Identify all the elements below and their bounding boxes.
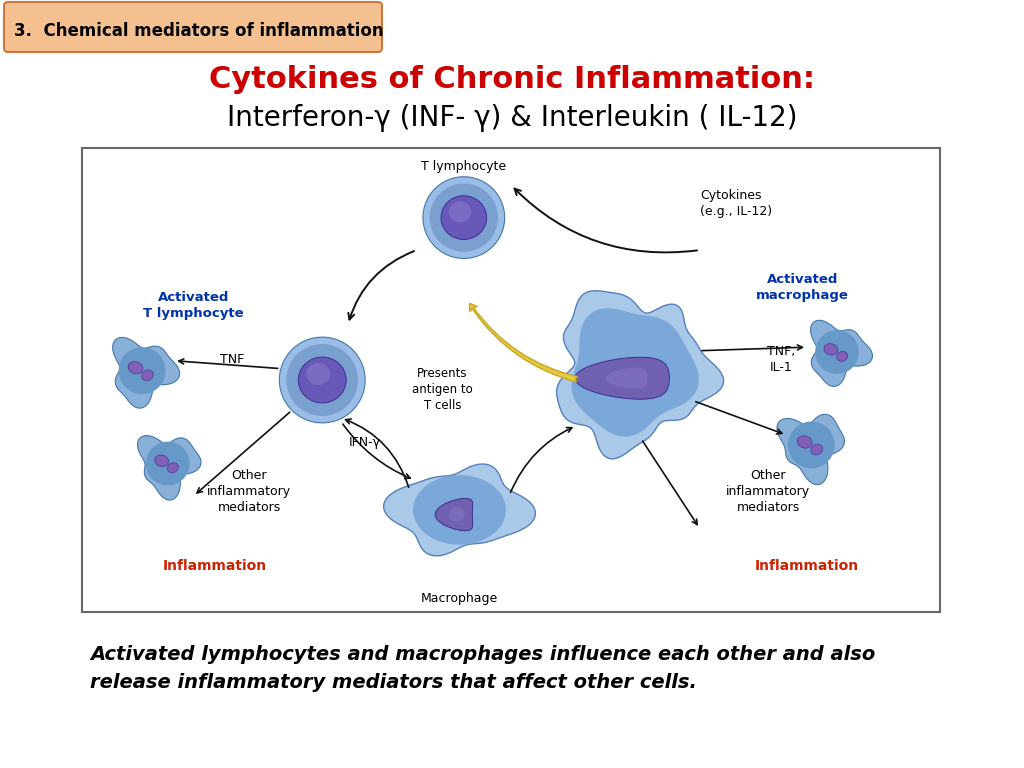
Text: 3.  Chemical mediators of inflammation: 3. Chemical mediators of inflammation bbox=[14, 22, 384, 40]
Ellipse shape bbox=[287, 344, 358, 416]
Text: Activated lymphocytes and macrophages influence each other and also
release infl: Activated lymphocytes and macrophages in… bbox=[90, 645, 876, 692]
Text: Other
inflammatory
mediators: Other inflammatory mediators bbox=[726, 468, 810, 514]
Ellipse shape bbox=[430, 184, 498, 252]
Ellipse shape bbox=[423, 177, 505, 259]
Polygon shape bbox=[119, 347, 166, 394]
Text: Inflammation: Inflammation bbox=[755, 558, 859, 573]
Ellipse shape bbox=[280, 337, 366, 423]
Polygon shape bbox=[146, 442, 189, 485]
Polygon shape bbox=[571, 308, 698, 436]
Text: TNF,
IL-1: TNF, IL-1 bbox=[767, 345, 796, 373]
Polygon shape bbox=[798, 435, 812, 448]
Polygon shape bbox=[811, 320, 872, 386]
Polygon shape bbox=[167, 463, 178, 472]
Polygon shape bbox=[128, 362, 142, 374]
Polygon shape bbox=[435, 498, 473, 531]
Polygon shape bbox=[155, 455, 169, 466]
Text: IFN-γ: IFN-γ bbox=[349, 436, 381, 449]
Text: TNF: TNF bbox=[220, 353, 245, 366]
Bar bbox=[82, 148, 940, 612]
Ellipse shape bbox=[441, 196, 486, 240]
Polygon shape bbox=[837, 352, 848, 361]
Text: Activated
T lymphocyte: Activated T lymphocyte bbox=[143, 291, 244, 320]
Polygon shape bbox=[137, 435, 201, 500]
Polygon shape bbox=[824, 343, 838, 355]
Text: Cytokines
(e.g., IL-12): Cytokines (e.g., IL-12) bbox=[699, 189, 772, 218]
Ellipse shape bbox=[449, 201, 471, 223]
Polygon shape bbox=[113, 337, 179, 408]
Polygon shape bbox=[811, 444, 822, 455]
Polygon shape bbox=[787, 422, 835, 468]
Polygon shape bbox=[413, 475, 506, 545]
Polygon shape bbox=[605, 368, 647, 389]
Polygon shape bbox=[815, 330, 859, 374]
Text: Interferon-γ (INF- γ) & Interleukin ( IL-12): Interferon-γ (INF- γ) & Interleukin ( IL… bbox=[226, 104, 798, 132]
FancyBboxPatch shape bbox=[4, 2, 382, 52]
Polygon shape bbox=[449, 508, 465, 521]
Polygon shape bbox=[384, 464, 536, 556]
Text: Activated
macrophage: Activated macrophage bbox=[757, 273, 849, 302]
Text: Inflammation: Inflammation bbox=[163, 558, 267, 573]
Polygon shape bbox=[574, 357, 670, 399]
Polygon shape bbox=[557, 291, 724, 458]
Text: Macrophage: Macrophage bbox=[421, 591, 498, 604]
Polygon shape bbox=[141, 370, 154, 380]
Text: Presents
antigen to
T cells: Presents antigen to T cells bbox=[412, 367, 473, 412]
Text: Other
inflammatory
mediators: Other inflammatory mediators bbox=[207, 468, 292, 514]
Ellipse shape bbox=[298, 357, 346, 403]
Polygon shape bbox=[777, 414, 845, 485]
Ellipse shape bbox=[306, 363, 330, 385]
Text: T lymphocyte: T lymphocyte bbox=[421, 160, 507, 173]
Text: Cytokines of Chronic Inflammation:: Cytokines of Chronic Inflammation: bbox=[209, 65, 815, 94]
